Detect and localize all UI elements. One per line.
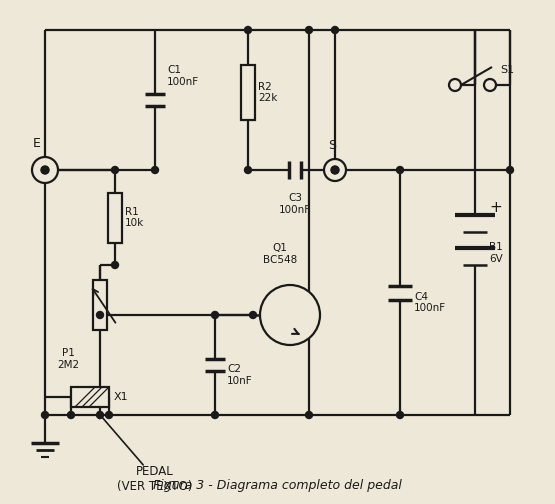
Circle shape bbox=[260, 285, 320, 345]
Circle shape bbox=[324, 159, 346, 181]
Text: Figura 3 - Diagrama completo del pedal: Figura 3 - Diagrama completo del pedal bbox=[153, 479, 401, 492]
Circle shape bbox=[105, 411, 113, 418]
Text: X1: X1 bbox=[114, 392, 129, 402]
Text: Q1
BC548: Q1 BC548 bbox=[263, 243, 297, 265]
Text: C2
10nF: C2 10nF bbox=[227, 364, 253, 386]
Bar bbox=[71, 387, 109, 407]
Bar bbox=[108, 193, 122, 242]
Circle shape bbox=[112, 262, 119, 269]
Text: C4
100nF: C4 100nF bbox=[414, 292, 446, 313]
Circle shape bbox=[211, 411, 219, 418]
Circle shape bbox=[305, 411, 312, 418]
Circle shape bbox=[331, 166, 339, 173]
Text: R2
22k: R2 22k bbox=[258, 82, 278, 103]
Circle shape bbox=[331, 166, 339, 174]
Circle shape bbox=[68, 411, 74, 418]
Circle shape bbox=[331, 27, 339, 33]
Circle shape bbox=[245, 27, 251, 33]
Text: S1: S1 bbox=[500, 65, 514, 75]
Text: R1
10k: R1 10k bbox=[125, 207, 144, 228]
Text: E: E bbox=[33, 137, 41, 150]
Circle shape bbox=[245, 166, 251, 173]
Circle shape bbox=[305, 27, 312, 33]
Circle shape bbox=[396, 411, 403, 418]
Circle shape bbox=[97, 411, 103, 418]
Bar bbox=[93, 280, 107, 330]
Text: B1
6V: B1 6V bbox=[489, 242, 503, 264]
Circle shape bbox=[396, 166, 403, 173]
Circle shape bbox=[97, 311, 103, 319]
Circle shape bbox=[484, 79, 496, 91]
Circle shape bbox=[42, 411, 48, 418]
Text: PEDAL
(VER TEXTO): PEDAL (VER TEXTO) bbox=[117, 465, 193, 493]
Circle shape bbox=[250, 311, 256, 319]
Circle shape bbox=[42, 166, 48, 173]
Text: +: + bbox=[489, 200, 502, 215]
Text: C1
100nF: C1 100nF bbox=[167, 65, 199, 87]
Circle shape bbox=[41, 166, 49, 174]
Circle shape bbox=[152, 166, 159, 173]
Circle shape bbox=[507, 166, 513, 173]
Bar bbox=[241, 65, 255, 120]
Circle shape bbox=[32, 157, 58, 183]
Text: P1
2M2: P1 2M2 bbox=[57, 348, 79, 369]
Text: S: S bbox=[328, 139, 336, 152]
Circle shape bbox=[112, 166, 119, 173]
Text: C3
100nF: C3 100nF bbox=[279, 193, 311, 215]
Circle shape bbox=[449, 79, 461, 91]
Circle shape bbox=[211, 311, 219, 319]
